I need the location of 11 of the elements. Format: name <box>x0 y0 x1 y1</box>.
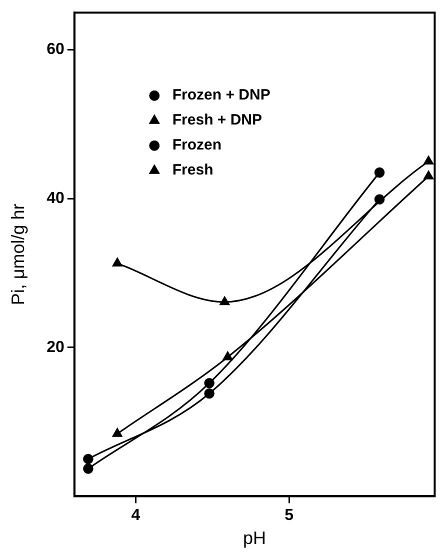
legend-label: Fresh <box>172 162 214 179</box>
x-tick-label: 5 <box>284 507 294 524</box>
x-axis-title: pH <box>243 528 266 548</box>
legend-label: Fresh + DNP <box>172 112 262 129</box>
y-tick-label: 40 <box>46 190 64 208</box>
y-tick-label: 60 <box>46 41 64 58</box>
legend-label: Frozen <box>172 136 222 154</box>
y-axis-title: Pi, μmol/g hr <box>8 204 28 306</box>
x-tick-label: 4 <box>131 507 140 524</box>
y-tick-label: 20 <box>46 338 64 356</box>
legend-label: Frozen + DNP <box>172 86 270 104</box>
